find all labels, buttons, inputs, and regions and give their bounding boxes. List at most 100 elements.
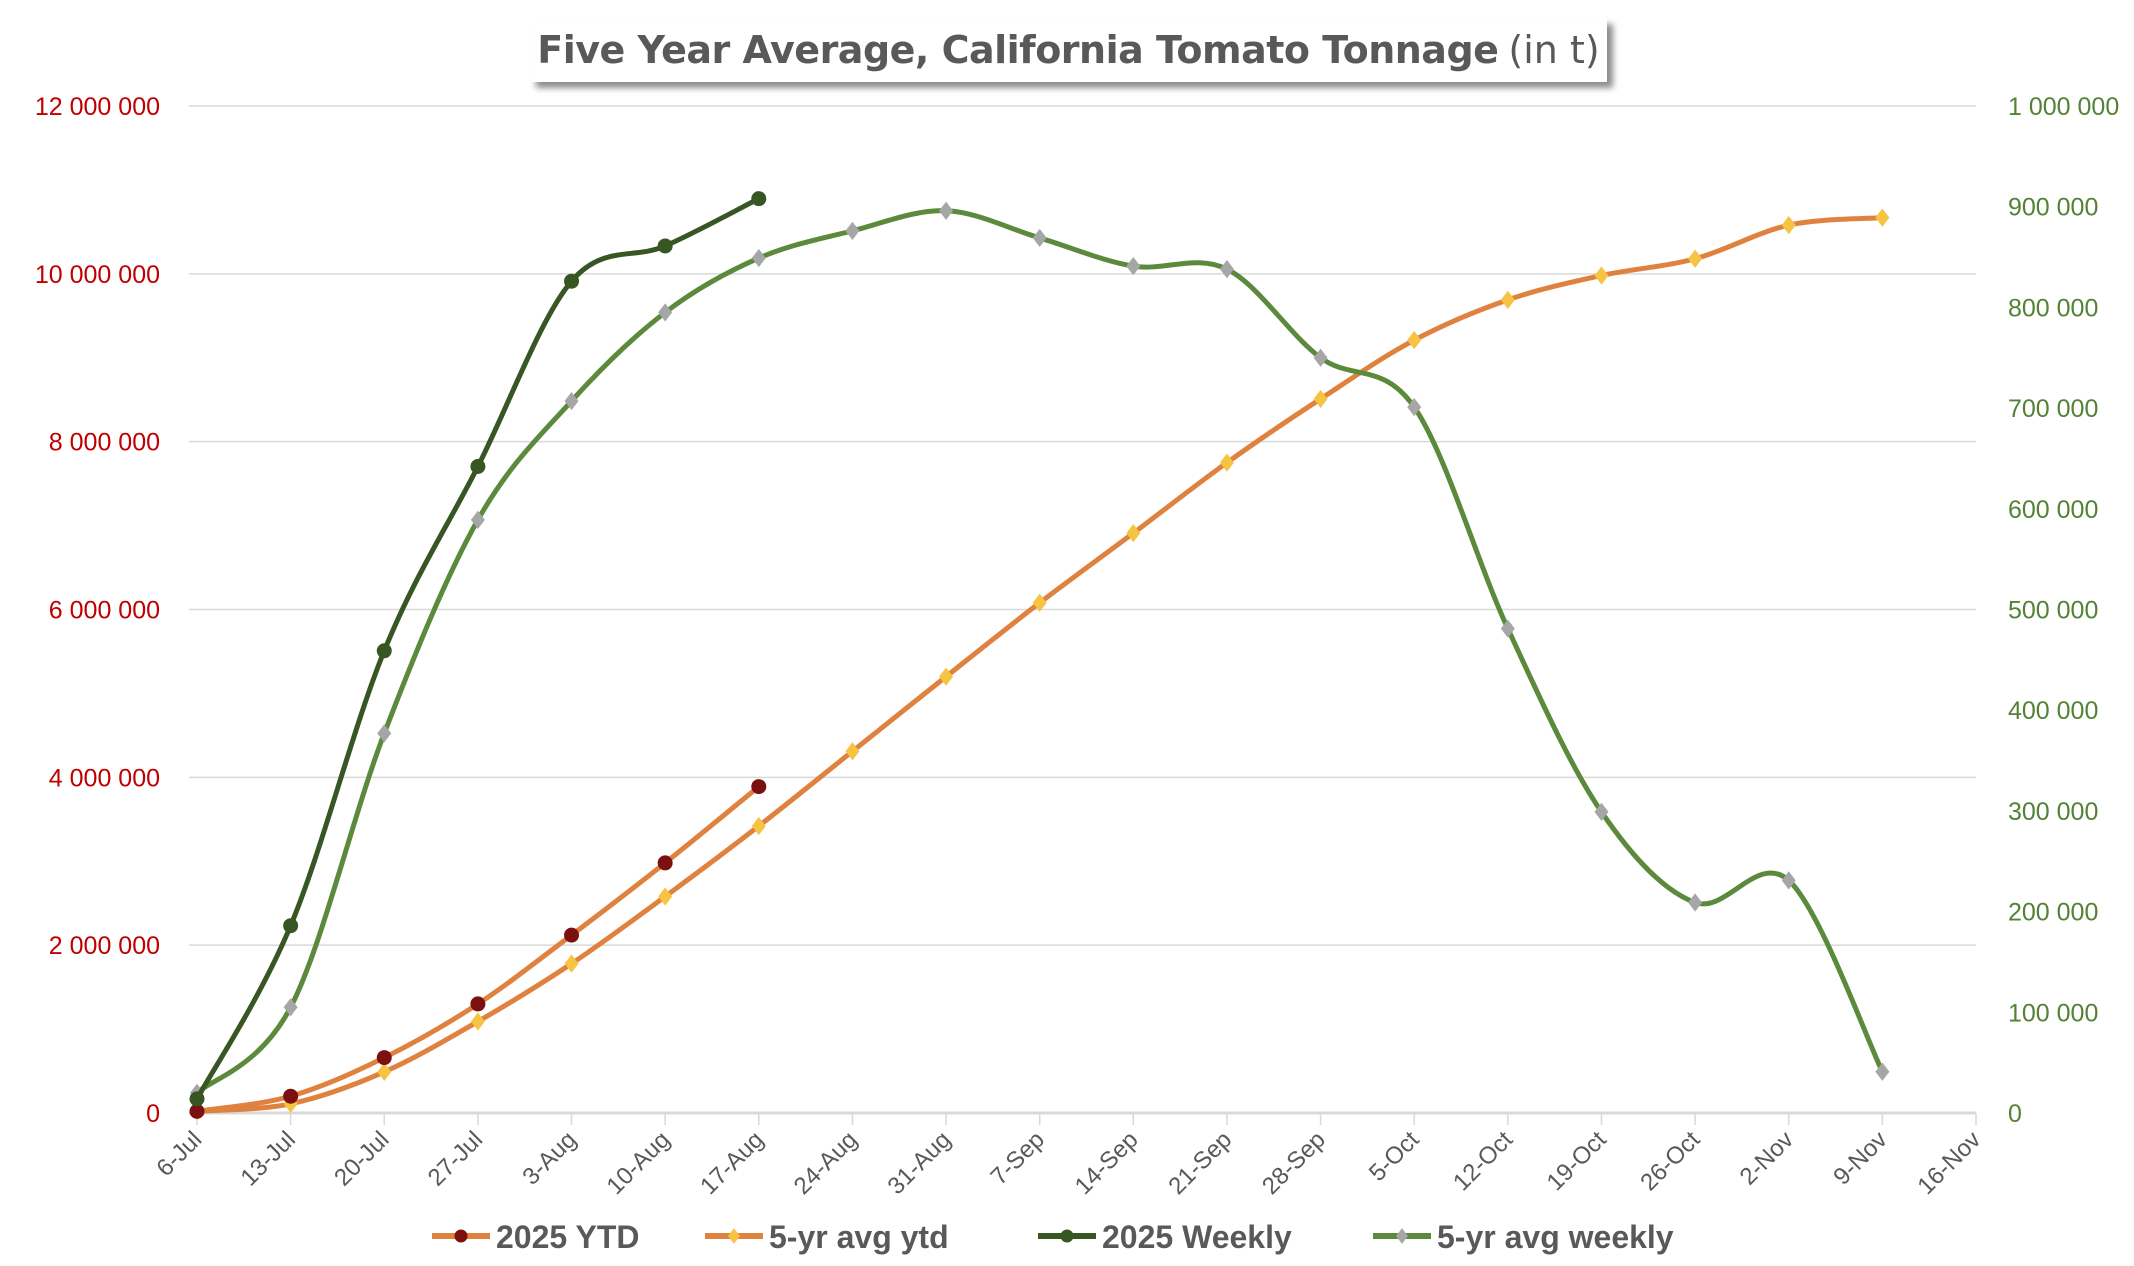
data-point <box>189 1103 205 1119</box>
data-point <box>751 779 767 795</box>
legend-item: 5-yr avg ytd <box>705 1219 949 1255</box>
data-point <box>1219 260 1234 279</box>
x-axis-tick-label: 16-Nov <box>1912 1126 1986 1200</box>
data-point <box>939 667 954 686</box>
legend-label: 5-yr avg ytd <box>769 1219 949 1255</box>
data-point <box>845 742 860 761</box>
legend-label: 5-yr avg weekly <box>1437 1219 1674 1255</box>
data-point <box>564 927 580 943</box>
data-point <box>1126 257 1141 276</box>
data-point <box>657 238 673 254</box>
data-point <box>283 998 298 1017</box>
data-point <box>845 221 860 240</box>
x-axis-tick-label: 3-Aug <box>517 1126 581 1190</box>
x-axis-tick-label: 9-Nov <box>1828 1126 1892 1190</box>
data-point <box>1313 348 1328 367</box>
chart-title-unit: (in t) <box>1508 28 1600 72</box>
data-point <box>376 1050 392 1066</box>
series-line <box>194 215 1885 1114</box>
data-point <box>658 303 673 322</box>
x-axis-tick-label: 24-Aug <box>789 1126 863 1200</box>
data-point <box>189 1091 205 1107</box>
data-point <box>376 643 392 659</box>
data-point <box>658 887 673 906</box>
left-axis-tick-label: 12 000 000 <box>35 93 160 121</box>
data-point <box>1407 397 1422 417</box>
x-axis-tick-label: 31-Aug <box>882 1126 956 1200</box>
x-axis-tick-label: 5-Oct <box>1364 1126 1425 1187</box>
data-point <box>939 201 954 220</box>
right-axis-tick-label: 300 000 <box>2008 798 2098 826</box>
data-point <box>377 724 392 743</box>
data-point <box>657 855 673 871</box>
x-axis-tick-label: 28-Sep <box>1257 1126 1331 1200</box>
data-point <box>1875 1062 1890 1081</box>
data-point <box>470 996 486 1012</box>
series-2025-ytd <box>189 779 767 1119</box>
right-axis-tick-label: 800 000 <box>2008 294 2098 322</box>
data-point <box>283 1088 299 1104</box>
legend-item: 2025 YTD <box>432 1219 640 1255</box>
x-axis-tick-label: 10-Aug <box>602 1126 676 1200</box>
right-axis-tick-label: 1 000 000 <box>2008 93 2119 121</box>
left-axis-tick-label: 6 000 000 <box>49 597 160 625</box>
left-axis-tick-label: 8 000 000 <box>49 429 160 457</box>
data-point <box>1875 208 1890 227</box>
legend-label: 2025 Weekly <box>1102 1219 1292 1255</box>
data-point <box>1594 802 1609 822</box>
x-axis-tick-label: 20-Jul <box>329 1126 394 1191</box>
chart-title-main: Five Year Average, California Tomato Ton… <box>537 28 1499 72</box>
data-point <box>751 816 766 836</box>
series-5-yr-avg-ytd <box>190 208 1890 1121</box>
x-axis-tick-label: 2-Nov <box>1735 1126 1799 1190</box>
data-point <box>1500 619 1515 638</box>
chart-title: Five Year Average, California Tomato Ton… <box>530 18 1607 82</box>
x-axis-tick-label: 26-Oct <box>1635 1126 1705 1196</box>
data-point <box>470 1012 485 1031</box>
data-point <box>470 459 486 475</box>
data-point <box>751 191 767 207</box>
data-point <box>1688 249 1703 268</box>
right-axis-tick-label: 600 000 <box>2008 496 2098 524</box>
data-point <box>1688 893 1703 912</box>
data-point <box>564 391 579 411</box>
data-point <box>1126 524 1141 543</box>
legend-item: 5-yr avg weekly <box>1373 1219 1674 1255</box>
x-axis-tick-label: 13-Jul <box>236 1126 301 1191</box>
data-point <box>1219 453 1234 472</box>
data-point <box>1407 331 1422 350</box>
data-point <box>283 918 299 934</box>
legend-marker <box>454 1229 468 1243</box>
left-axis-tick-label: 2 000 000 <box>49 932 160 960</box>
legend-marker <box>1396 1228 1408 1244</box>
x-axis-tick-label: 21-Sep <box>1163 1126 1237 1200</box>
data-point <box>1032 228 1047 248</box>
right-axis-tick-label: 400 000 <box>2008 697 2098 725</box>
legend-label: 2025 YTD <box>496 1219 640 1255</box>
left-axis-tick-label: 10 000 000 <box>35 261 160 289</box>
data-point <box>1781 871 1796 890</box>
legend-item: 2025 Weekly <box>1038 1219 1292 1255</box>
data-point <box>1500 290 1515 309</box>
right-axis-tick-label: 500 000 <box>2008 597 2098 625</box>
x-axis-tick-label: 17-Aug <box>695 1126 769 1200</box>
x-axis-tick-label: 14-Sep <box>1070 1126 1144 1200</box>
legend-marker <box>1060 1229 1074 1243</box>
data-point <box>564 954 579 973</box>
data-point <box>470 510 485 529</box>
right-axis-tick-label: 700 000 <box>2008 395 2098 423</box>
data-point <box>377 1062 392 1081</box>
right-axis-tick-label: 200 000 <box>2008 899 2098 927</box>
data-point <box>1594 266 1609 285</box>
series-line <box>194 196 762 1102</box>
left-axis-tick-label: 4 000 000 <box>49 764 160 792</box>
data-point <box>1032 593 1047 612</box>
x-axis-tick-label: 19-Oct <box>1542 1126 1612 1196</box>
x-axis-tick-label: 7-Sep <box>986 1126 1050 1190</box>
data-point <box>1781 216 1796 235</box>
left-axis-tick-label: 0 <box>146 1100 160 1128</box>
right-axis-tick-label: 900 000 <box>2008 194 2098 222</box>
right-axis-tick-label: 100 000 <box>2008 999 2098 1027</box>
legend-marker <box>728 1228 740 1244</box>
